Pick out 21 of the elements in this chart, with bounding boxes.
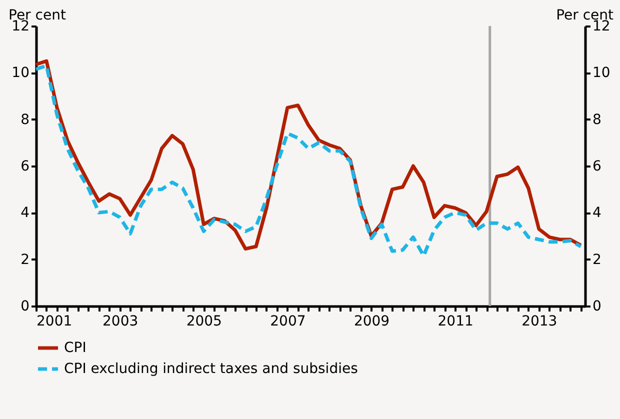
y-tick-label: 4 [20, 205, 30, 222]
y2-tick-label: 4 [592, 205, 602, 222]
y-tick-label: 2 [20, 252, 30, 268]
y-tick-label: 10 [12, 65, 30, 82]
y-tick-label: 8 [20, 112, 30, 128]
x-tick-label: 2001 [36, 314, 72, 330]
x-tick-label: 2011 [438, 314, 474, 330]
y2-tick-label: 2 [592, 252, 602, 268]
y2-tick-label: 6 [592, 158, 602, 174]
x-tick-label: 2013 [522, 314, 558, 330]
y-tick-label: 6 [20, 158, 30, 174]
x-tick-label: 2005 [186, 314, 222, 330]
y-tick-label: 0 [20, 298, 30, 314]
x-tick-label: 2003 [102, 314, 138, 330]
x-tick-label: 2009 [354, 314, 390, 330]
x-tick-label: 2007 [270, 314, 306, 330]
y2-tick-label: 0 [592, 298, 602, 314]
y2-tick-label: 10 [592, 65, 610, 82]
y2-tick-label: 8 [592, 112, 602, 128]
legend-label: CPI excluding indirect taxes and subsidies [64, 361, 358, 377]
legend-label: CPI [64, 340, 86, 356]
